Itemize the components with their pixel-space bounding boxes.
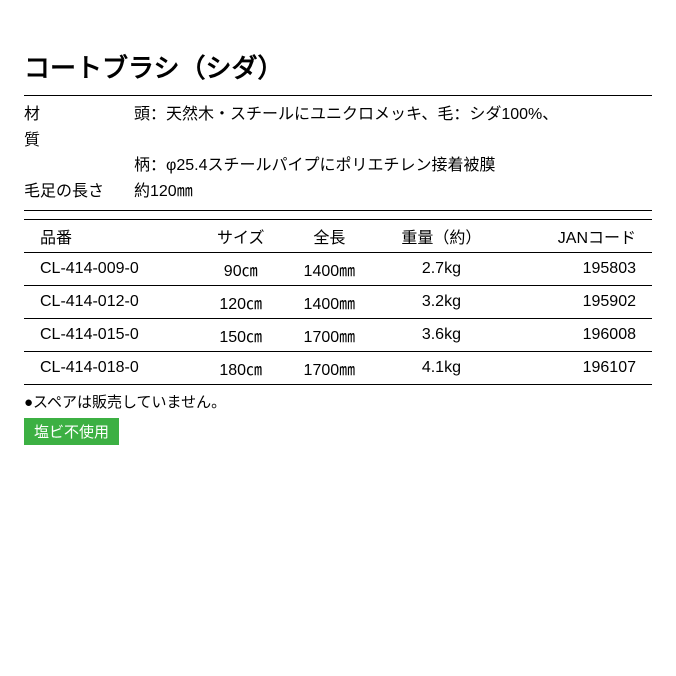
th-weight: 重量（約） xyxy=(375,220,507,253)
td-weight: 3.2kg xyxy=(375,286,507,319)
td-code: CL-414-015-0 xyxy=(24,319,198,352)
table-row: CL-414-012-0 120㎝ 1400㎜ 3.2kg 195902 xyxy=(24,286,652,319)
td-size: 90㎝ xyxy=(198,253,284,286)
product-title: コートブラシ（シダ） xyxy=(24,48,652,85)
spec-row-bristle: 毛足の長さ 約120㎜ xyxy=(24,179,652,205)
td-weight: 3.6kg xyxy=(375,319,507,352)
td-code: CL-414-012-0 xyxy=(24,286,198,319)
table-body: CL-414-009-0 90㎝ 1400㎜ 2.7kg 195803 CL-4… xyxy=(24,253,652,385)
table-row: CL-414-009-0 90㎝ 1400㎜ 2.7kg 195803 xyxy=(24,253,652,286)
td-code: CL-414-009-0 xyxy=(24,253,198,286)
spec-label-material: 材 質 xyxy=(24,102,134,153)
td-jan: 196107 xyxy=(508,352,652,385)
spec-row-material-2: 柄：φ25.4スチールパイプにポリエチレン接着被膜 xyxy=(24,153,652,179)
td-size: 120㎝ xyxy=(198,286,284,319)
th-size: サイズ xyxy=(198,220,284,253)
td-length: 1400㎜ xyxy=(284,253,376,286)
spec-label-bristle: 毛足の長さ xyxy=(24,179,134,205)
td-jan: 196008 xyxy=(508,319,652,352)
spec-table: 品番 サイズ 全長 重量（約） JANコード CL-414-009-0 90㎝ … xyxy=(24,219,652,385)
td-length: 1400㎜ xyxy=(284,286,376,319)
spec-value-bristle: 約120㎜ xyxy=(134,179,652,205)
spec-table-wrap: 品番 サイズ 全長 重量（約） JANコード CL-414-009-0 90㎝ … xyxy=(24,219,652,385)
td-jan: 195902 xyxy=(508,286,652,319)
td-size: 150㎝ xyxy=(198,319,284,352)
td-code: CL-414-018-0 xyxy=(24,352,198,385)
td-jan: 195803 xyxy=(508,253,652,286)
td-weight: 4.1kg xyxy=(375,352,507,385)
spec-label-empty xyxy=(24,153,134,179)
table-row: CL-414-015-0 150㎝ 1700㎜ 3.6kg 196008 xyxy=(24,319,652,352)
pvc-free-badge: 塩ビ不使用 xyxy=(24,418,119,445)
table-row: CL-414-018-0 180㎝ 1700㎜ 4.1kg 196107 xyxy=(24,352,652,385)
td-size: 180㎝ xyxy=(198,352,284,385)
spec-value-material-1: 頭：天然木・スチールにユニクロメッキ、毛：シダ100%、 xyxy=(134,102,652,153)
spec-value-material-2: 柄：φ25.4スチールパイプにポリエチレン接着被膜 xyxy=(134,153,652,179)
td-length: 1700㎜ xyxy=(284,319,376,352)
table-header-row: 品番 サイズ 全長 重量（約） JANコード xyxy=(24,220,652,253)
th-length: 全長 xyxy=(284,220,376,253)
td-weight: 2.7kg xyxy=(375,253,507,286)
th-jan: JANコード xyxy=(508,220,652,253)
spec-row-material: 材 質 頭：天然木・スチールにユニクロメッキ、毛：シダ100%、 xyxy=(24,102,652,153)
spec-block: 材 質 頭：天然木・スチールにユニクロメッキ、毛：シダ100%、 柄：φ25.4… xyxy=(24,95,652,211)
td-length: 1700㎜ xyxy=(284,352,376,385)
note-text: ●スペアは販売していません。 xyxy=(24,391,652,412)
th-code: 品番 xyxy=(24,220,198,253)
